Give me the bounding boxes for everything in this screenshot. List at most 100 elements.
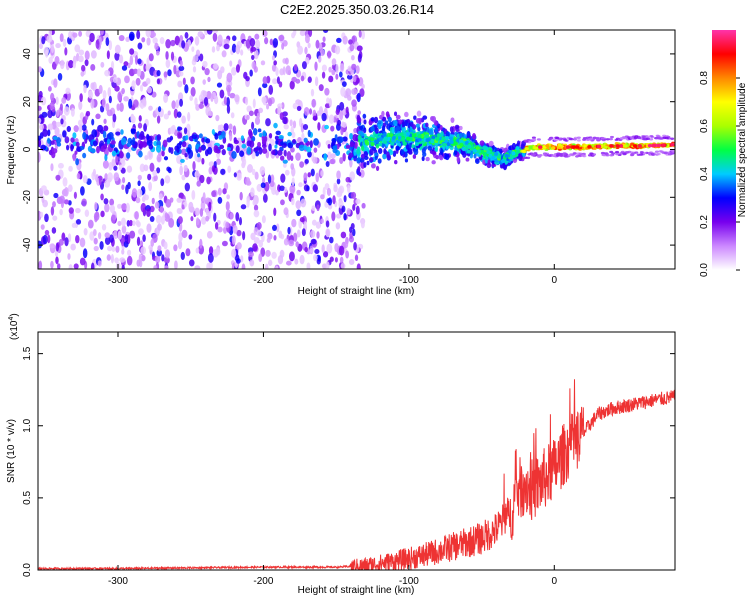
spectrogram-cell [184, 153, 188, 158]
spectrogram-cell [303, 172, 308, 182]
spectrogram-cell [277, 254, 284, 265]
spectrogram-cell [322, 30, 329, 34]
spectrogram-cell [310, 229, 316, 238]
spectrogram-cell [325, 261, 330, 269]
spectrogram-cell [103, 125, 109, 132]
spectrogram-cell [80, 186, 85, 196]
spectrogram-cell [274, 190, 279, 196]
spectrogram-cell [301, 228, 306, 237]
spectrogram-cell [425, 156, 430, 162]
spectrogram-cell [271, 150, 276, 155]
spectrogram-cell [361, 83, 365, 90]
spectrogram-cell [102, 89, 107, 100]
spectrogram-cell [192, 66, 197, 73]
spectrogram-cell [192, 55, 199, 63]
spectrogram-cell [156, 167, 161, 174]
colorbar-gradient [712, 30, 736, 270]
spectrogram-cell [543, 153, 548, 157]
spectrogram-cell [115, 131, 121, 136]
spectrogram-cell [295, 78, 301, 84]
spectrogram-cell [65, 87, 71, 94]
spectrogram-cell [82, 152, 87, 159]
spectrogram-cell [120, 137, 127, 146]
spectrogram-cell [392, 150, 397, 157]
spectrogram-cell [321, 71, 326, 79]
spectrogram-cell [494, 151, 499, 156]
spectrogram-cell [114, 257, 119, 264]
spectrogram-cell [303, 137, 308, 143]
spectrogram-cell [124, 234, 129, 244]
spectrogram-cell [296, 209, 302, 217]
spectrogram-cell [84, 209, 90, 217]
spectrogram-cell [253, 49, 259, 60]
spectrogram-cell [93, 237, 98, 245]
spectrogram-cell [135, 197, 141, 204]
spectrogram-cell [84, 59, 89, 67]
spectrogram-cell [251, 168, 256, 176]
spectrogram-x-label: Height of straight line (km) [298, 286, 415, 297]
spectrogram-cell [202, 60, 208, 68]
spectrogram-cell [278, 135, 284, 140]
spectrogram-cell [445, 136, 450, 141]
spectrogram-cell [378, 136, 383, 141]
spectrogram-cell [181, 229, 188, 239]
spectrogram-cell [307, 76, 312, 83]
spectrogram-cell [90, 64, 96, 71]
spectrogram-cell [278, 230, 283, 239]
spectrogram-cell [349, 44, 355, 52]
spectrogram-cell [233, 137, 237, 143]
spectrogram-cell [327, 50, 332, 59]
spectrogram-cell [666, 151, 671, 155]
spectrogram-cell [235, 64, 240, 73]
spectrogram-cell [661, 143, 666, 147]
spectrogram-cell [126, 220, 131, 227]
spectrogram-cell [549, 137, 554, 140]
spectrogram-cell [152, 169, 158, 177]
spectrogram-cell [283, 207, 289, 216]
spectrogram-cell [293, 30, 297, 37]
spectrogram-cell [183, 164, 188, 172]
spectrogram-cell [90, 82, 95, 90]
spectrogram-cell [119, 102, 124, 112]
spectrogram-cell [208, 166, 213, 175]
spectrogram-cell [217, 187, 222, 196]
spectrogram-cell [442, 142, 447, 147]
spectrogram-cell [125, 202, 130, 213]
spectrogram-cell [181, 115, 186, 124]
spectrogram-cell [82, 132, 87, 140]
spectrogram-cell [341, 121, 347, 128]
spectrogram-cell [328, 75, 334, 83]
spectrogram-cell [157, 223, 162, 231]
spectrogram-cell [162, 139, 168, 148]
spectrogram-cell [167, 167, 172, 174]
spectrogram-cell [190, 87, 196, 97]
spectrogram-cell [230, 112, 235, 119]
spectrogram-cell [136, 236, 141, 247]
spectrogram-cell [138, 115, 142, 122]
spectrogram-cell [307, 150, 312, 158]
spectrogram-cell [582, 137, 587, 140]
spectrogram-cell [204, 68, 210, 76]
spectrogram-cell [133, 99, 139, 108]
spectrogram-cell [292, 103, 298, 110]
spectrogram-cell [319, 49, 325, 57]
spectrogram-cell [211, 165, 216, 173]
spectrogram-cell [138, 253, 143, 263]
spectrogram-cell [301, 61, 307, 70]
spectrogram-cell [47, 123, 54, 131]
spectrogram-cell [303, 106, 310, 116]
spectrogram-cell [171, 100, 176, 110]
x-tick-label: -100 [399, 275, 419, 286]
spectrogram-cell [63, 199, 70, 205]
spectrogram-cell [311, 205, 316, 212]
spectrogram-cell [253, 204, 259, 211]
x-tick-label: 0 [552, 576, 558, 587]
spectrogram-cell [301, 132, 305, 141]
spectrogram-cell [515, 146, 520, 151]
spectrogram-cell [38, 260, 43, 269]
spectrogram-cell [298, 182, 303, 188]
spectrogram-cell [555, 136, 560, 140]
spectrogram-cell [296, 105, 302, 112]
spectrogram-cell [339, 256, 344, 264]
spectrogram-cell [349, 141, 355, 148]
